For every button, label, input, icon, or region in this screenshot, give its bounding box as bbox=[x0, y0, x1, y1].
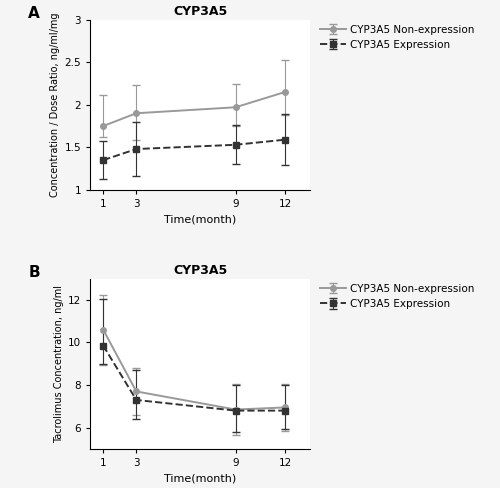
X-axis label: Time(month): Time(month) bbox=[164, 473, 236, 484]
Text: B: B bbox=[28, 265, 40, 280]
Y-axis label: Tacrolimus Concentration, ng/ml: Tacrolimus Concentration, ng/ml bbox=[54, 285, 64, 443]
X-axis label: Time(month): Time(month) bbox=[164, 215, 236, 224]
Text: A: A bbox=[28, 6, 40, 21]
Legend: CYP3A5 Non-expression, CYP3A5 Expression: CYP3A5 Non-expression, CYP3A5 Expression bbox=[320, 284, 474, 309]
Title: CYP3A5: CYP3A5 bbox=[173, 264, 227, 277]
Title: CYP3A5: CYP3A5 bbox=[173, 5, 227, 19]
Y-axis label: Concentration / Dose Ratio, ng/ml/mg: Concentration / Dose Ratio, ng/ml/mg bbox=[50, 13, 60, 197]
Legend: CYP3A5 Non-expression, CYP3A5 Expression: CYP3A5 Non-expression, CYP3A5 Expression bbox=[320, 25, 474, 50]
